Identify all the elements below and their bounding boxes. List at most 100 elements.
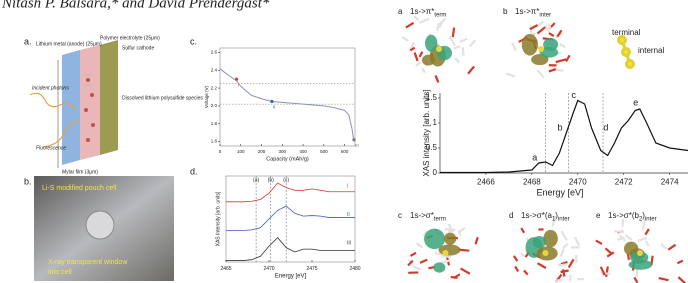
bond [455,58,459,63]
orbital [522,34,538,56]
data-line [226,183,355,202]
bond [537,27,545,33]
y-axis-label: XAS Intensity [arb. units] [215,191,221,246]
sulfur-chain-icon [619,37,634,68]
molecule-render [506,22,569,78]
title-part: 1s->σ*(b [608,211,640,220]
bond [560,44,565,47]
bond [549,33,554,36]
x-tick-label: 300 [279,149,287,154]
panel-letter: a [398,7,403,16]
x-tick-label: 2466 [477,177,495,186]
molecule-render [402,16,475,82]
bond [537,70,544,77]
orbital [424,229,445,249]
page: Nitash P. Balsara,* and David Prendergas… [0,0,688,283]
bond [439,21,442,27]
label: Sulfur cathode [122,45,154,51]
authors: Nitash P. Balsara,* and David Prendergas… [1,0,270,11]
panel-title: 1s->σ*term [410,211,446,222]
bond [659,278,669,280]
label: into cell [48,269,72,276]
x-axis-label: Capacity (mAh/g) [266,156,309,162]
annotation: d [603,122,608,132]
x-tick-label: 100 [237,149,245,154]
sulfur-atom [436,46,442,52]
x-tick-label: 2472 [615,177,633,186]
reference-label: (b) [268,177,274,183]
bond [524,270,528,274]
subscript: inter [539,12,551,18]
marker-label: III [355,143,359,148]
bond [596,241,602,244]
bond [538,263,546,268]
bond [668,245,675,250]
label: X-ray transparent window [48,259,128,266]
x-tick-label: 0 [219,149,222,154]
legend-terminal: terminal [612,28,641,37]
marker [270,100,273,103]
reference-label: (c) [283,177,289,183]
bond [646,241,649,246]
panel-letter: b. [24,176,32,186]
bond [437,23,438,31]
bond [677,261,683,264]
bond [436,75,439,82]
panel-letter: c. [190,36,197,46]
label: Mylar film (3μm) [62,169,98,175]
y-tick-label: 0 [433,168,438,177]
marker [352,138,355,141]
marker-label: II [273,105,276,110]
bond [549,69,556,71]
bond [468,66,474,73]
series-label: III [347,241,351,247]
x-tick-label: 2480 [349,266,360,272]
sulfur-atom [443,250,449,256]
data-line [440,101,688,173]
y-tick-label: 2.2 [211,85,218,90]
bond [562,264,567,265]
molecule-render [596,219,685,283]
label: Fluorescence [36,145,66,151]
data-line [226,238,355,261]
molecule-render [514,216,584,282]
bond [469,40,475,46]
x-tick-label: 2465 [220,266,231,272]
bond [459,228,464,232]
bond [556,59,566,62]
panel-letter: d. [190,166,198,176]
bond [634,277,637,282]
orbital [422,55,435,66]
bond [514,256,517,261]
bond [419,19,429,23]
bond [415,53,418,61]
sulfur-atom [538,46,544,52]
bond [416,62,421,66]
series-label: I [347,183,348,189]
bond [638,238,647,241]
cathode-layer [100,40,118,155]
bond [450,36,455,46]
bond [563,244,568,248]
panel-letter: c [398,211,402,220]
bond [661,244,666,249]
legend-internal: internal [638,46,664,55]
sulfur-atom [543,250,549,256]
annotation: b [557,122,562,132]
label: Polymer electrolyte (25μm) [100,35,160,41]
bond [410,253,416,256]
bond [561,271,569,272]
y-tick-label: 2.4 [211,67,218,72]
bond [575,237,579,245]
bond [625,235,629,239]
marker [235,78,238,81]
label: Incident photons [32,85,69,91]
y-axis-label: XAS intensity [arb. units] [422,89,431,176]
x-tick-label: 2470 [569,177,587,186]
orbital [425,35,437,52]
subscript: term [434,216,446,222]
sulfur-atom [637,250,643,256]
bond [562,231,567,240]
window [86,211,114,239]
bond [422,68,425,73]
